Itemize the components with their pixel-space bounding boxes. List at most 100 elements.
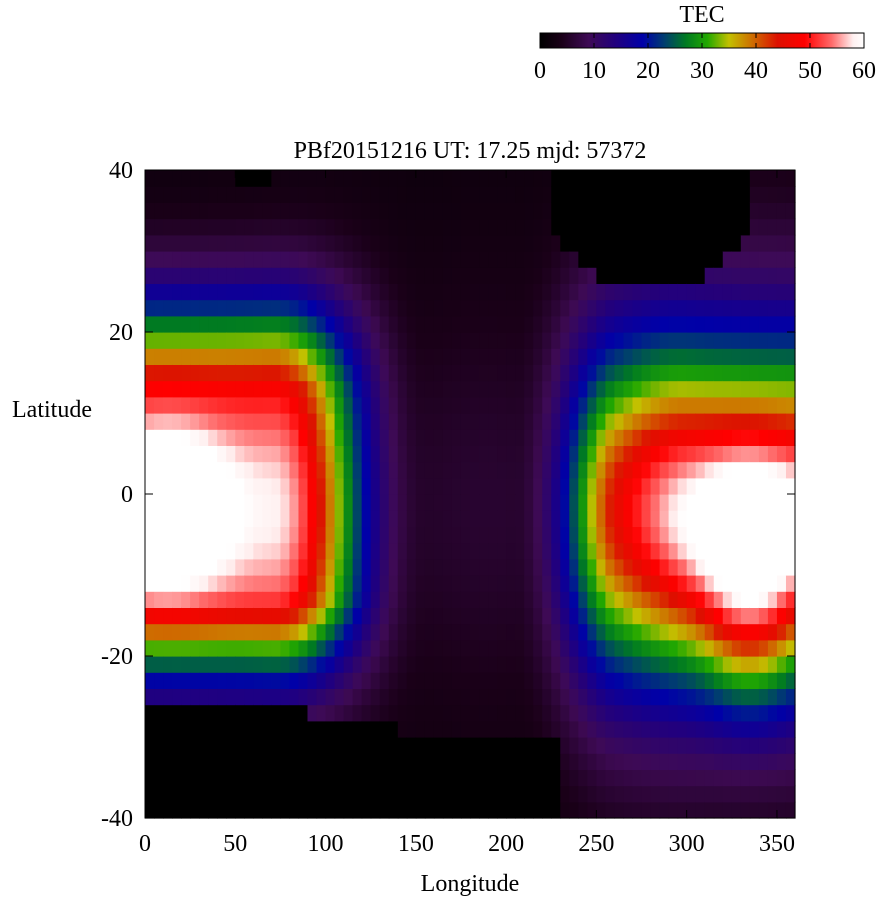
heatmap-cell — [460, 299, 471, 317]
heatmap-cell — [524, 672, 534, 689]
heatmap-cell — [460, 526, 471, 544]
heatmap-cell — [190, 688, 200, 706]
heatmap-cell — [199, 170, 209, 187]
heatmap-cell — [470, 445, 480, 463]
heatmap-cell — [271, 575, 282, 592]
heatmap-cell — [632, 575, 643, 592]
heatmap-cell — [451, 445, 462, 463]
heatmap-cell — [506, 186, 516, 203]
heatmap-cell — [650, 429, 661, 446]
heatmap-cell — [686, 510, 697, 527]
heatmap-cell — [280, 315, 291, 333]
heatmap-cell — [352, 575, 363, 592]
heatmap-cell — [713, 348, 724, 365]
heatmap-cell — [560, 380, 570, 398]
heatmap-cell — [262, 170, 272, 187]
heatmap-cell — [578, 494, 588, 511]
heatmap-cell — [560, 364, 570, 382]
heatmap-cell — [154, 720, 164, 738]
heatmap-cell — [370, 429, 381, 446]
heatmap-cell — [650, 494, 661, 511]
heatmap-cell — [587, 607, 597, 625]
heatmap-cell — [460, 753, 471, 770]
heatmap-cell — [695, 688, 706, 706]
heatmap-cell — [605, 332, 616, 349]
heatmap-cell — [524, 218, 534, 236]
heatmap-cell — [415, 753, 426, 770]
heatmap-cell — [244, 186, 254, 203]
heatmap-cell — [253, 186, 263, 203]
heatmap-cell — [154, 332, 164, 349]
heatmap-cell — [695, 202, 706, 220]
heatmap-cell — [641, 202, 652, 220]
heatmap-cell — [533, 656, 543, 673]
heatmap-cell — [479, 607, 489, 625]
heatmap-cell — [208, 396, 218, 414]
heatmap-cell — [758, 704, 769, 722]
heatmap-cell — [379, 639, 390, 657]
heatmap-cell — [154, 186, 164, 203]
heatmap-cell — [253, 575, 263, 592]
heatmap-cell — [370, 477, 381, 495]
heatmap-cell — [605, 380, 616, 398]
heatmap-cell — [217, 542, 227, 560]
heatmap-cell — [776, 315, 787, 333]
heatmap-cell — [190, 494, 200, 511]
heatmap-cell — [776, 380, 787, 398]
heatmap-cell — [208, 364, 218, 382]
heatmap-cell — [470, 737, 480, 754]
heatmap-cell — [641, 672, 652, 689]
heatmap-cell — [695, 607, 706, 625]
heatmap-cell — [460, 558, 471, 576]
heatmap-cell — [307, 348, 318, 365]
heatmap-cell — [244, 575, 254, 592]
heatmap-cell — [397, 332, 408, 349]
heatmap-cell — [451, 348, 462, 365]
heatmap-cell — [172, 558, 182, 576]
heatmap-cell — [181, 445, 191, 463]
heatmap-cell — [388, 477, 399, 495]
heatmap-cell — [623, 623, 634, 641]
heatmap-cell — [668, 494, 679, 511]
heatmap-cell — [298, 170, 309, 187]
heatmap-cell — [668, 542, 679, 560]
heatmap-cell — [731, 251, 742, 268]
heatmap-cell — [614, 737, 625, 754]
heatmap-cell — [470, 218, 480, 236]
heatmap-cell — [397, 299, 408, 317]
heatmap-cell — [776, 542, 787, 560]
heatmap-cell — [497, 396, 507, 414]
heatmap-cell — [497, 380, 507, 398]
heatmap-cell — [659, 267, 670, 284]
heatmap-cell — [388, 170, 399, 187]
heatmap-cell — [551, 639, 561, 657]
heatmap-cell — [785, 429, 796, 446]
heatmap-cell — [479, 332, 489, 349]
heatmap-cell — [451, 656, 462, 673]
heatmap-cell — [280, 639, 291, 657]
heatmap-cell — [668, 364, 679, 382]
heatmap-cell — [740, 575, 751, 592]
heatmap-cell — [316, 801, 327, 819]
heatmap-cell — [632, 623, 643, 641]
heatmap-cell — [506, 461, 516, 479]
heatmap-cell — [370, 251, 381, 268]
heatmap-cell — [226, 315, 236, 333]
heatmap-cell — [731, 348, 742, 365]
heatmap-cell — [289, 688, 300, 706]
heatmap-cell — [460, 623, 471, 641]
heatmap-cell — [632, 332, 643, 349]
heatmap-cell — [163, 558, 173, 576]
heatmap-cell — [334, 607, 345, 625]
heatmap-cell — [460, 218, 471, 236]
heatmap-cell — [614, 575, 625, 592]
heatmap-cell — [515, 348, 525, 365]
heatmap-cell — [460, 494, 471, 511]
heatmap-cell — [551, 299, 561, 317]
heatmap-cell — [632, 170, 643, 187]
heatmap-cell — [451, 753, 462, 770]
heatmap-cell — [497, 477, 507, 495]
heatmap-cell — [172, 348, 182, 365]
heatmap-cell — [145, 591, 155, 608]
heatmap-cell — [379, 477, 390, 495]
